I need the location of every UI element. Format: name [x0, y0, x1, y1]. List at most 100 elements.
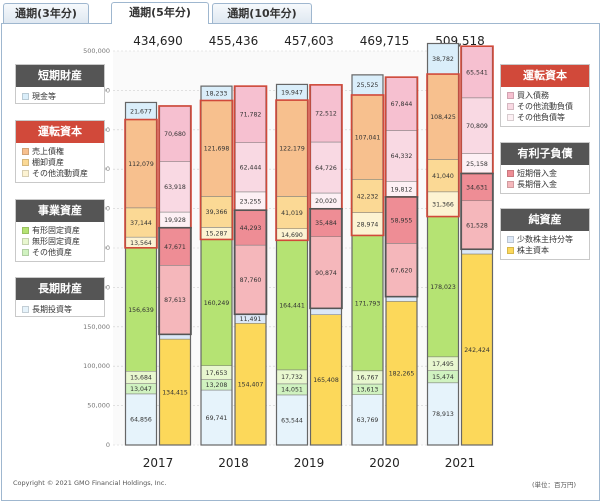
- legend-label: 買入債務: [517, 91, 549, 100]
- data-label: 71,782: [240, 112, 262, 119]
- x-tick-label: 2018: [218, 456, 249, 470]
- legend-item: 長期借入金: [507, 180, 557, 190]
- data-label: 25,525: [357, 82, 379, 89]
- liability-bar-segment: [310, 308, 342, 315]
- working-capital-group-border: [124, 118, 158, 249]
- data-label: 15,684: [130, 375, 152, 382]
- data-label: 28,974: [357, 221, 379, 228]
- y-tick-label: 150,000: [83, 323, 110, 331]
- liability-bar-segment: [159, 105, 191, 162]
- data-label: 160,249: [204, 300, 230, 307]
- legend-label: 株主資本: [517, 246, 549, 255]
- chart-panel: 050,000100,000150,000200,000250,000300,0…: [1, 23, 600, 501]
- data-label: 21,677: [130, 108, 152, 115]
- legend-swatch: [22, 238, 29, 245]
- data-label: 15,287: [206, 231, 228, 238]
- legend-item: 少数株主持分等: [507, 235, 573, 245]
- data-label: 25,158: [466, 161, 488, 168]
- legend-net-assets: 純資産 少数株主持分等 株主資本: [500, 208, 590, 260]
- data-label: 182,265: [389, 370, 415, 377]
- liability-bar-segment: [461, 253, 493, 446]
- data-label: 34,631: [466, 184, 488, 191]
- total-label: 469,715: [360, 34, 410, 48]
- total-label: 455,436: [209, 34, 259, 48]
- data-label: 62,444: [240, 165, 262, 172]
- legend-swatch: [507, 181, 514, 188]
- tab-10-years[interactable]: 通期(10年分): [212, 3, 312, 23]
- data-label: 164,441: [279, 302, 305, 309]
- asset-bar-outline: [124, 101, 158, 446]
- asset-bar-segment: [351, 394, 384, 446]
- legend-interest-bearing-debt: 有利子負債 短期借入金 長期借入金: [500, 142, 590, 194]
- data-label: 107,041: [355, 134, 381, 141]
- working-capital-group-border: [199, 99, 234, 241]
- asset-bar-segment: [427, 382, 459, 446]
- liability-bar-segment: [310, 236, 342, 309]
- legend-item: その他流動負債: [507, 102, 573, 112]
- legend-title: 運転資本: [16, 121, 104, 143]
- liability-bar-segment: [385, 196, 418, 244]
- legend-swatch: [507, 170, 514, 177]
- data-label: 18,233: [206, 91, 228, 98]
- data-label: 70,680: [164, 131, 186, 138]
- liability-bar-segment: [385, 76, 418, 131]
- data-label: 108,425: [430, 114, 456, 121]
- data-label: 15,474: [432, 374, 454, 381]
- asset-bar-outline: [200, 85, 233, 446]
- liability-bar-segment: [461, 45, 493, 99]
- y-tick-label: 50,000: [87, 402, 110, 410]
- legend-label: その他負債等: [517, 113, 565, 122]
- legend-item: 現金等: [22, 92, 56, 102]
- data-label: 20,020: [315, 198, 337, 205]
- legend-label: その他資産: [32, 248, 72, 257]
- tab-5-years[interactable]: 通期(5年分): [111, 2, 209, 24]
- legend-label: 無形固定資産: [32, 237, 80, 246]
- x-tick-label: 2021: [445, 456, 476, 470]
- legend-item: 株主資本: [507, 246, 549, 256]
- legend-working-capital-assets: 運転資本 売上債権 棚卸資産 その他流動資産: [15, 120, 105, 183]
- tab-3-years[interactable]: 通期(3年分): [3, 3, 89, 23]
- legend-item: 棚卸資産: [22, 158, 64, 168]
- interest-bearing-group-border: [233, 209, 268, 316]
- unit-note: (単位：百万円): [532, 481, 577, 489]
- liability-bar-segment: [385, 243, 418, 297]
- asset-bar-outline: [275, 83, 309, 446]
- data-label: 63,918: [164, 184, 186, 191]
- y-tick-label: 0: [106, 441, 110, 449]
- data-label: 67,620: [391, 267, 413, 274]
- data-label: 87,613: [164, 297, 186, 304]
- data-label: 69,741: [206, 415, 228, 422]
- legend-swatch: [507, 236, 514, 243]
- data-label: 165,408: [313, 377, 339, 384]
- legend-title: 短期財産: [16, 65, 104, 87]
- interest-bearing-group-border: [158, 226, 192, 336]
- data-label: 47,671: [164, 244, 186, 251]
- legend-swatch: [22, 159, 29, 166]
- liability-bar-segment: [234, 323, 267, 446]
- asset-bar-segment: [351, 94, 384, 180]
- data-label: 11,491: [240, 316, 262, 323]
- asset-bar-segment: [276, 394, 308, 446]
- y-tick-label: 100,000: [83, 362, 110, 370]
- legend-swatch: [22, 170, 29, 177]
- legend-long-term-assets: 長期財産 長期投資等: [15, 277, 105, 317]
- data-label: 37,144: [130, 220, 152, 227]
- legend-title: 事業資産: [16, 200, 104, 222]
- legend-item: 無形固定資産: [22, 237, 80, 247]
- data-label: 17,732: [281, 374, 303, 381]
- data-label: 13,613: [357, 387, 379, 394]
- data-label: 35,484: [315, 220, 337, 227]
- data-label: 13,047: [130, 386, 152, 393]
- legend-label: 売上債権: [32, 147, 64, 156]
- legend-label: 少数株主持分等: [517, 235, 573, 244]
- working-capital-group-border: [426, 73, 460, 218]
- data-label: 17,495: [432, 361, 454, 368]
- asset-bar-outline: [351, 74, 384, 446]
- data-label: 14,051: [281, 387, 303, 394]
- legend-label: 棚卸資産: [32, 158, 64, 167]
- asset-bar-segment: [200, 100, 233, 197]
- data-label: 63,769: [357, 417, 379, 424]
- data-label: 122,179: [279, 146, 305, 153]
- data-label: 63,544: [281, 417, 303, 424]
- data-label: 171,793: [355, 300, 381, 307]
